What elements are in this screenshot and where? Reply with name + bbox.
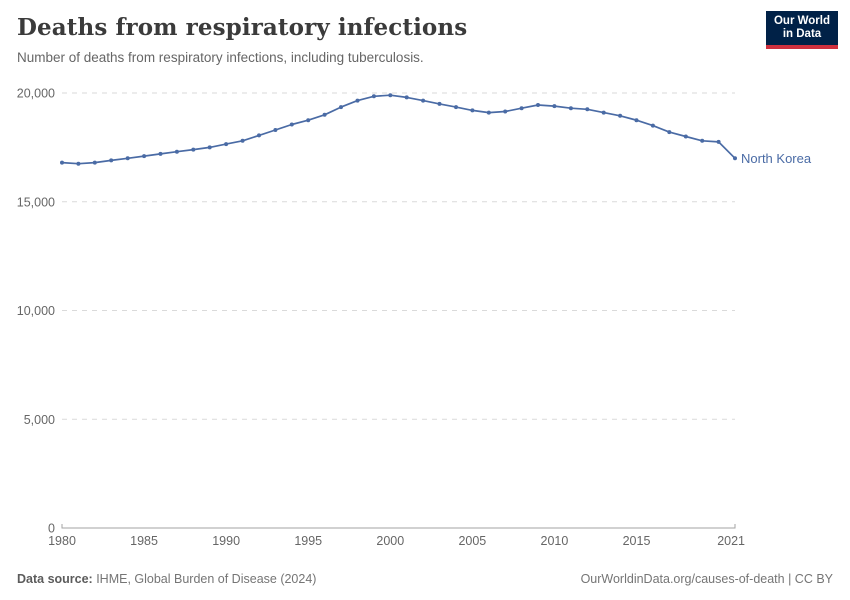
svg-text:2000: 2000 <box>376 534 404 548</box>
svg-text:15,000: 15,000 <box>17 195 55 209</box>
svg-text:1990: 1990 <box>212 534 240 548</box>
chart-footer: Data source: IHME, Global Burden of Dise… <box>17 572 833 586</box>
logo-text-line2: in Data <box>782 28 822 40</box>
svg-text:2015: 2015 <box>623 534 651 548</box>
gridlines <box>62 92 735 420</box>
chart-header: Deaths from respiratory infections Numbe… <box>17 14 757 65</box>
data-source: Data source: IHME, Global Burden of Dise… <box>17 572 316 586</box>
svg-text:1985: 1985 <box>130 534 158 548</box>
credit-link[interactable]: OurWorldinData.org/causes-of-death | CC … <box>580 572 833 586</box>
data-series-north-korea[interactable] <box>60 93 737 166</box>
page-title: Deaths from respiratory infections <box>17 14 468 41</box>
page-subtitle: Number of deaths from respiratory infect… <box>17 50 424 65</box>
svg-text:1980: 1980 <box>48 534 76 548</box>
entity-label-north-korea[interactable]: North Korea <box>741 151 812 166</box>
svg-text:5,000: 5,000 <box>24 413 55 427</box>
owid-logo[interactable]: Our World in Data <box>766 11 838 49</box>
svg-text:20,000: 20,000 <box>17 87 55 101</box>
x-axis <box>61 524 736 529</box>
svg-text:2005: 2005 <box>458 534 486 548</box>
svg-text:2021: 2021 <box>717 534 745 548</box>
svg-text:2010: 2010 <box>541 534 569 548</box>
svg-text:10,000: 10,000 <box>17 304 55 318</box>
y-axis-labels: 0 5,000 10,000 15,000 20,000 <box>17 87 55 536</box>
svg-text:0: 0 <box>48 522 55 536</box>
svg-text:1995: 1995 <box>294 534 322 548</box>
x-axis-labels: 1980 1985 1990 1995 2000 2005 2010 2015 2021 <box>48 534 745 548</box>
data-source-label: Data source: <box>17 572 93 586</box>
data-source-text: IHME, Global Burden of Disease (2024) <box>92 572 317 586</box>
logo-text-line1: Our World <box>773 15 830 27</box>
